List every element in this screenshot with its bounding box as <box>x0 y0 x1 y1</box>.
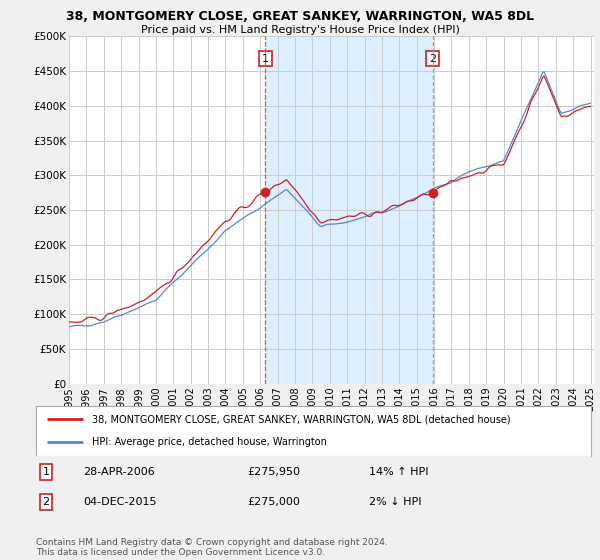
Text: 38, MONTGOMERY CLOSE, GREAT SANKEY, WARRINGTON, WA5 8DL: 38, MONTGOMERY CLOSE, GREAT SANKEY, WARR… <box>66 10 534 22</box>
Text: Contains HM Land Registry data © Crown copyright and database right 2024.
This d: Contains HM Land Registry data © Crown c… <box>36 538 388 557</box>
Text: 2: 2 <box>429 54 436 64</box>
Text: £275,000: £275,000 <box>247 497 300 507</box>
Text: 04-DEC-2015: 04-DEC-2015 <box>83 497 157 507</box>
Text: Price paid vs. HM Land Registry's House Price Index (HPI): Price paid vs. HM Land Registry's House … <box>140 25 460 35</box>
Text: 14% ↑ HPI: 14% ↑ HPI <box>369 467 428 477</box>
Bar <box>265 36 433 384</box>
Text: 2% ↓ HPI: 2% ↓ HPI <box>369 497 422 507</box>
Text: 2: 2 <box>43 497 50 507</box>
Text: HPI: Average price, detached house, Warrington: HPI: Average price, detached house, Warr… <box>92 437 326 447</box>
Text: 1: 1 <box>262 54 269 64</box>
Text: 1: 1 <box>43 467 49 477</box>
Text: 38, MONTGOMERY CLOSE, GREAT SANKEY, WARRINGTON, WA5 8DL (detached house): 38, MONTGOMERY CLOSE, GREAT SANKEY, WARR… <box>92 414 510 424</box>
Text: 28-APR-2006: 28-APR-2006 <box>83 467 155 477</box>
Text: £275,950: £275,950 <box>247 467 300 477</box>
